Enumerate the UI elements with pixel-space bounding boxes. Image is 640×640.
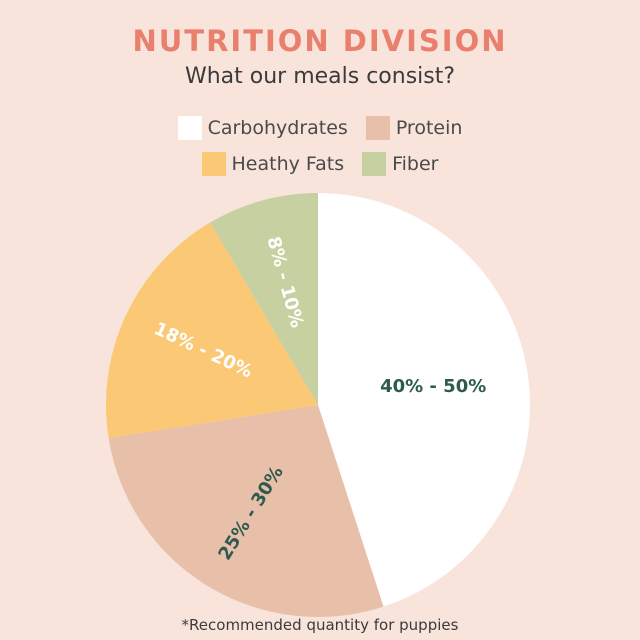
legend-label-fats: Heathy Fats bbox=[231, 153, 345, 175]
legend-label-carbohydrates: Carbohydrates bbox=[207, 117, 348, 139]
pie-slice-carbohydrates bbox=[318, 193, 530, 607]
legend: Carbohydrates Protein Heathy Fats Fiber bbox=[0, 116, 640, 176]
legend-item-carbohydrates: Carbohydrates bbox=[177, 116, 348, 140]
footnote: *Recommended quantity for puppies bbox=[181, 616, 459, 634]
legend-swatch-fats bbox=[201, 152, 226, 176]
legend-swatch-fiber bbox=[362, 152, 387, 176]
legend-label-protein: Protein bbox=[395, 117, 463, 139]
legend-item-fats: Heathy Fats bbox=[201, 152, 345, 176]
legend-item-fiber: Fiber bbox=[362, 152, 438, 176]
chart-title: NUTRITION DIVISION bbox=[132, 24, 508, 58]
slice-label-carbohydrates: 40% - 50% bbox=[380, 376, 486, 397]
chart-subtitle: What our meals consist? bbox=[184, 64, 456, 89]
legend-swatch-carbohydrates bbox=[177, 116, 202, 140]
pie-slice-heathy-fats bbox=[105, 222, 318, 439]
pie-slice-protein bbox=[108, 405, 384, 617]
legend-item-protein: Protein bbox=[365, 116, 463, 140]
pie-slice-fiber bbox=[210, 193, 318, 405]
legend-swatch-protein bbox=[365, 116, 390, 140]
legend-label-fiber: Fiber bbox=[392, 153, 439, 175]
